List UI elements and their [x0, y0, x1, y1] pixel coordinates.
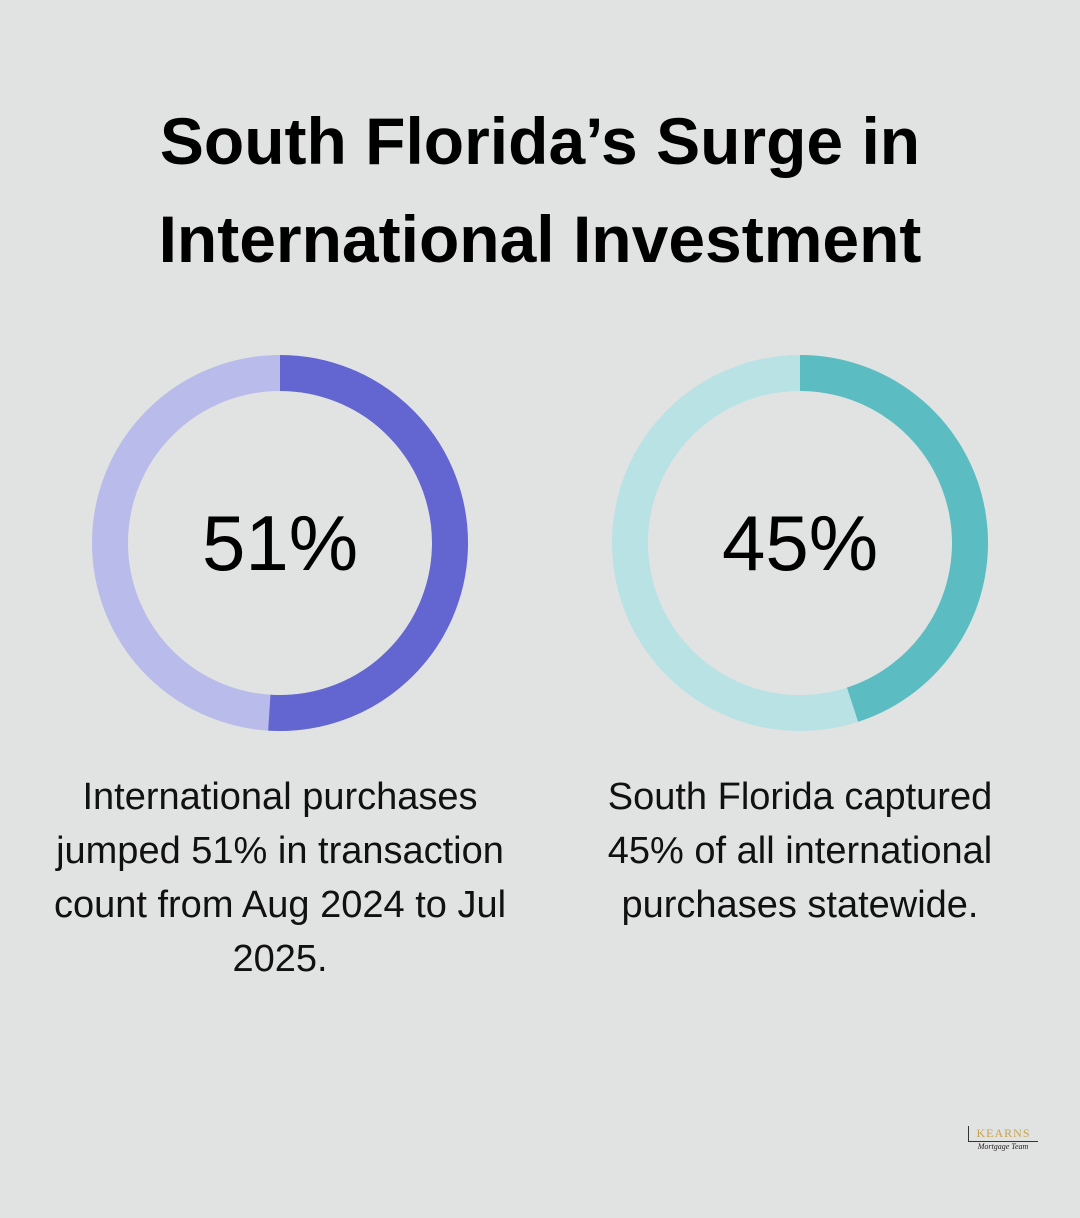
donut-arc: [268, 355, 468, 731]
logo-tagline: Mortgage Team: [977, 1142, 1029, 1151]
caption: International purchases jumped 51% in tr…: [53, 776, 507, 980]
caption: South Florida captured 45% of all intern…: [607, 776, 993, 926]
value-label: 51%: [202, 499, 358, 587]
donut-arc: [799, 355, 988, 722]
donut-charts: 51% 45%: [92, 355, 988, 731]
logo: KEARNS Mortgage Team: [968, 1126, 1038, 1151]
title: South Florida’s Surge in International I…: [158, 104, 922, 276]
value-label: 45%: [722, 499, 878, 587]
logo-name: KEARNS: [968, 1126, 1038, 1142]
